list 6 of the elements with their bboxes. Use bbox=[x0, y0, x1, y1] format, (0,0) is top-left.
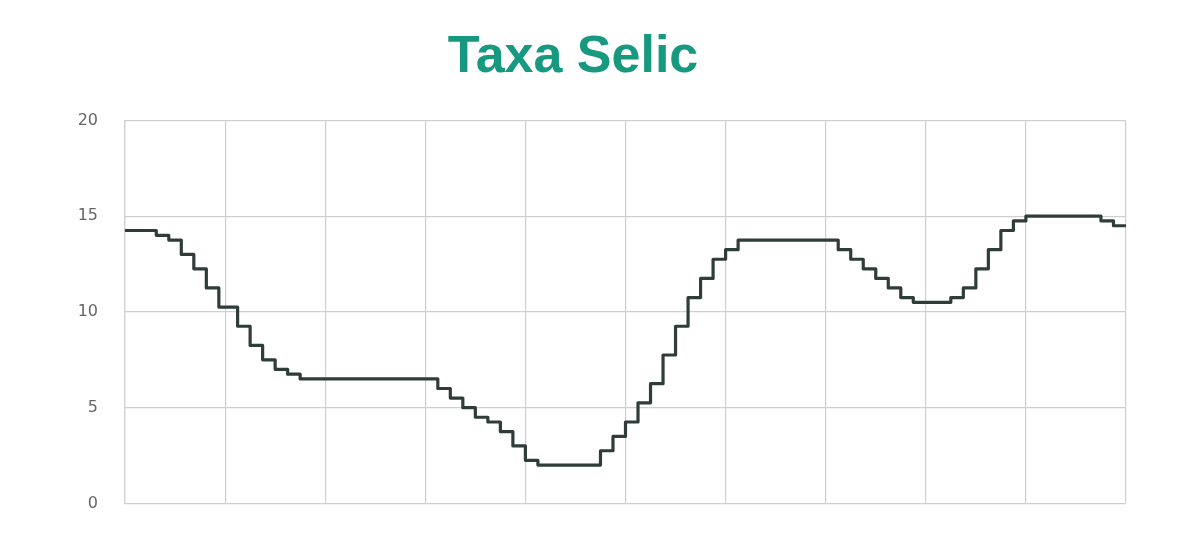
y-tick-label: 5 bbox=[87, 396, 98, 416]
chart-title: Taxa Selic bbox=[447, 24, 699, 83]
y-tick-label: 15 bbox=[77, 205, 98, 225]
y-tick-label: 0 bbox=[87, 492, 98, 512]
y-tick-label: 20 bbox=[77, 109, 98, 129]
y-tick-label: 10 bbox=[77, 301, 98, 321]
